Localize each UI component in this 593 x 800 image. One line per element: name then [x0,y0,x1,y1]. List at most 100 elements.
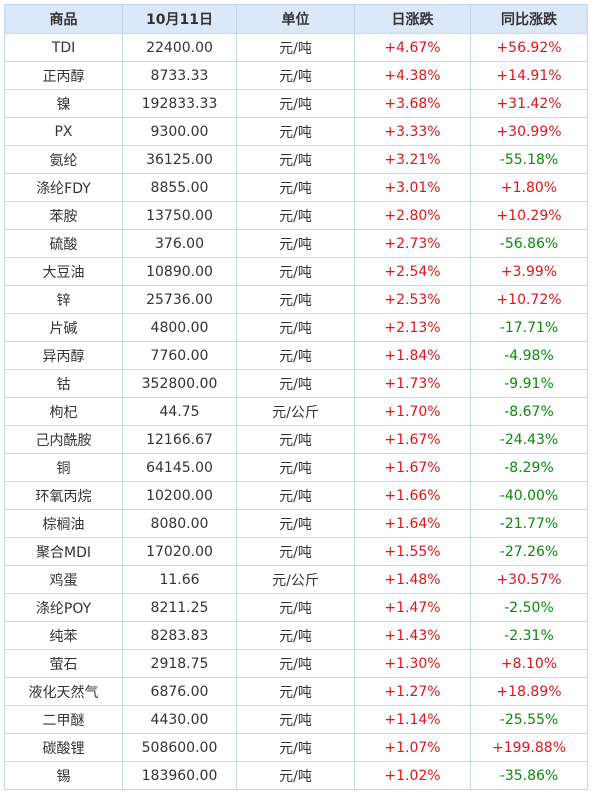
yoy-change-cell: -17.71% [470,313,588,342]
yoy-change-cell: +56.92% [470,33,588,62]
table-row: 枸杞 44.75 元/公斤 +1.70% -8.67% [4,397,588,426]
daily-change-cell: +1.70% [354,397,471,426]
yoy-change-cell: -25.55% [470,705,588,734]
table-row: 氨纶 36125.00 元/吨 +3.21% -55.18% [4,145,588,174]
price-cell: 6876.00 [122,677,237,706]
daily-change-cell: +1.07% [354,733,471,762]
table-row: 二甲醚 4430.00 元/吨 +1.14% -25.55% [4,705,588,734]
product-name-cell: 涤纶POY [4,593,123,622]
product-name-cell: 锌 [4,285,123,314]
daily-change-cell: +1.67% [354,453,471,482]
product-name-cell: TDI [4,33,123,62]
price-cell: 64145.00 [122,453,237,482]
unit-cell: 元/吨 [236,89,355,118]
price-cell: 8080.00 [122,509,237,538]
price-cell: 10890.00 [122,257,237,286]
product-name-cell: PX [4,117,123,146]
unit-cell: 元/吨 [236,285,355,314]
daily-change-cell: +1.55% [354,537,471,566]
yoy-change-cell: +30.99% [470,117,588,146]
daily-change-cell: +2.73% [354,229,471,258]
table-row: 己内酰胺 12166.67 元/吨 +1.67% -24.43% [4,425,588,454]
price-cell: 9300.00 [122,117,237,146]
table-row: PX 9300.00 元/吨 +3.33% +30.99% [4,117,588,146]
product-name-cell: 涤纶FDY [4,173,123,202]
price-cell: 25736.00 [122,285,237,314]
product-name-cell: 碳酸锂 [4,733,123,762]
yoy-change-cell: -56.86% [470,229,588,258]
product-name-cell: 枸杞 [4,397,123,426]
yoy-change-cell: +8.10% [470,649,588,678]
unit-cell: 元/吨 [236,257,355,286]
table-row: 碳酸锂 508600.00 元/吨 +1.07% +199.88% [4,733,588,762]
daily-change-cell: +1.73% [354,369,471,398]
daily-change-cell: +1.27% [354,677,471,706]
daily-change-cell: +1.43% [354,621,471,650]
unit-cell: 元/吨 [236,537,355,566]
header-product: 商品 [4,4,123,34]
product-name-cell: 二甲醚 [4,705,123,734]
unit-cell: 元/吨 [236,173,355,202]
table-row: 锡 183960.00 元/吨 +1.02% -35.86% [4,761,588,790]
daily-change-cell: +3.21% [354,145,471,174]
daily-change-cell: +4.67% [354,33,471,62]
yoy-change-cell: -21.77% [470,509,588,538]
price-cell: 44.75 [122,397,237,426]
table-row: 钴 352800.00 元/吨 +1.73% -9.91% [4,369,588,398]
daily-change-cell: +1.47% [354,593,471,622]
yoy-change-cell: +18.89% [470,677,588,706]
price-cell: 508600.00 [122,733,237,762]
yoy-change-cell: +1.80% [470,173,588,202]
product-name-cell: 聚合MDI [4,537,123,566]
yoy-change-cell: -55.18% [470,145,588,174]
price-cell: 13750.00 [122,201,237,230]
price-cell: 8283.83 [122,621,237,650]
unit-cell: 元/吨 [236,733,355,762]
product-name-cell: 钴 [4,369,123,398]
unit-cell: 元/吨 [236,481,355,510]
product-name-cell: 棕榈油 [4,509,123,538]
product-name-cell: 异丙醇 [4,341,123,370]
unit-cell: 元/吨 [236,761,355,790]
daily-change-cell: +1.84% [354,341,471,370]
table-row: 锌 25736.00 元/吨 +2.53% +10.72% [4,285,588,314]
product-name-cell: 液化天然气 [4,677,123,706]
daily-change-cell: +1.66% [354,481,471,510]
daily-change-cell: +2.53% [354,285,471,314]
yoy-change-cell: -8.67% [470,397,588,426]
unit-cell: 元/吨 [236,425,355,454]
unit-cell: 元/吨 [236,593,355,622]
yoy-change-cell: -35.86% [470,761,588,790]
price-change-table: 商品 10月11日 单位 日涨跌 同比涨跌 TDI 22400.00 元/吨 +4.6… [4,4,588,790]
unit-cell: 元/吨 [236,201,355,230]
price-cell: 17020.00 [122,537,237,566]
daily-change-cell: +1.67% [354,425,471,454]
yoy-change-cell: +3.99% [470,257,588,286]
yoy-change-cell: +31.42% [470,89,588,118]
price-cell: 7760.00 [122,341,237,370]
price-cell: 4430.00 [122,705,237,734]
unit-cell: 元/吨 [236,313,355,342]
table-row: 棕榈油 8080.00 元/吨 +1.64% -21.77% [4,509,588,538]
header-row: 商品 10月11日 单位 日涨跌 同比涨跌 [4,4,588,34]
yoy-change-cell: -40.00% [470,481,588,510]
product-name-cell: 氨纶 [4,145,123,174]
yoy-change-cell: +30.57% [470,565,588,594]
price-cell: 192833.33 [122,89,237,118]
yoy-change-cell: -2.31% [470,621,588,650]
price-cell: 10200.00 [122,481,237,510]
header-unit: 单位 [236,4,355,34]
unit-cell: 元/公斤 [236,397,355,426]
daily-change-cell: +3.01% [354,173,471,202]
unit-cell: 元/吨 [236,369,355,398]
yoy-change-cell: -27.26% [470,537,588,566]
table-row: 苯胺 13750.00 元/吨 +2.80% +10.29% [4,201,588,230]
product-name-cell: 片碱 [4,313,123,342]
daily-change-cell: +1.30% [354,649,471,678]
price-cell: 2918.75 [122,649,237,678]
yoy-change-cell: +14.91% [470,61,588,90]
unit-cell: 元/吨 [236,117,355,146]
table-row: 异丙醇 7760.00 元/吨 +1.84% -4.98% [4,341,588,370]
price-cell: 36125.00 [122,145,237,174]
price-cell: 8855.00 [122,173,237,202]
